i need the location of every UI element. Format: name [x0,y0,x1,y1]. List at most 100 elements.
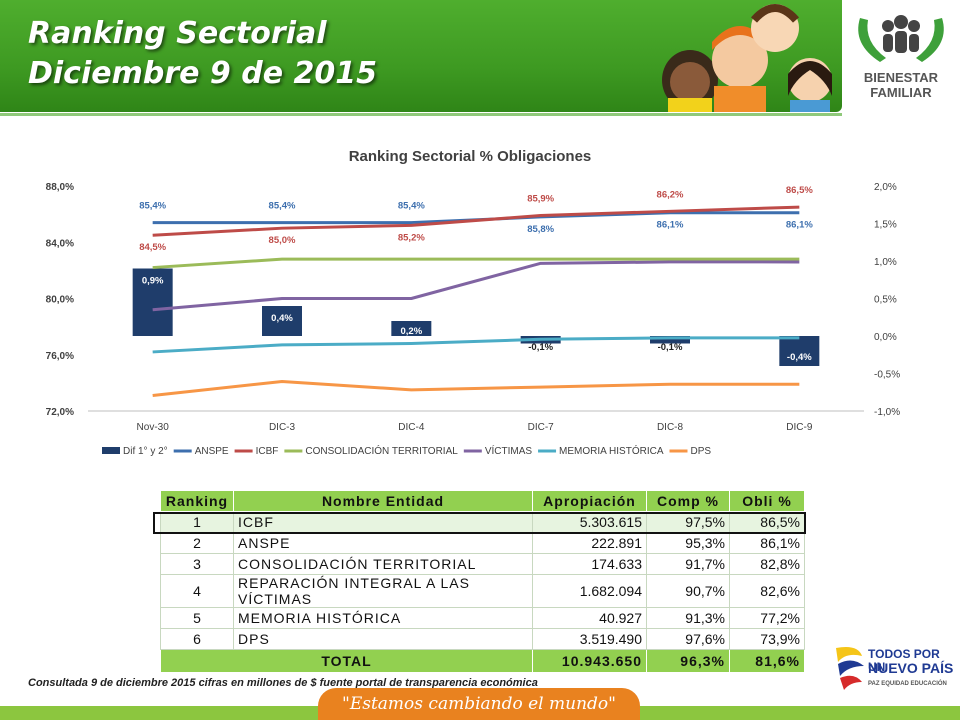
x-tick-label: DIC-4 [398,422,425,433]
legend-label: VÍCTIMAS [485,444,533,457]
series-line [152,379,800,398]
anspe-data-label: 85,4% [398,201,425,212]
cell-entity: REPARACIÓN INTEGRAL A LAS VÍCTIMAS [233,574,533,608]
flag-swoosh-icon [836,647,864,690]
cell-appropriation: 3.519.490 [532,628,647,650]
ranking-table: Ranking Nombre Entidad Apropiación Comp … [160,490,805,673]
cell-comp: 95,3% [646,532,730,554]
y-right-tick-label: 1,0% [874,257,897,268]
cell-ranking: 6 [160,628,234,650]
cell-ranking: 1 [160,511,234,533]
cell-comp: 97,6% [646,628,730,650]
logo-text-bienestar: BIENESTAR [863,70,939,85]
logo-text-familiar: FAMILIAR [870,85,932,100]
y-right-tick-label: 1,5% [874,220,897,231]
cell-entity: CONSOLIDACIÓN TERRITORIAL [233,553,533,575]
bar-data-label: -0,1% [528,342,553,353]
cell-obli: 77,2% [729,607,805,629]
cell-entity: MEMORIA HISTÓRICA [233,607,533,629]
table-row: 6 DPS 3.519.490 97,6% 73,9% [160,628,805,650]
cell-total-comp: 96,3% [646,649,730,673]
legend-label: ANSPE [195,446,229,457]
header-divider [0,113,842,116]
y-left-tick-label: 84,0% [46,238,74,249]
cell-obli: 86,5% [729,511,805,533]
anspe-data-label: 85,4% [269,201,296,212]
series-line [152,336,800,354]
table-row: 4 REPARACIÓN INTEGRAL A LAS VÍCTIMAS 1.6… [160,574,805,608]
cell-comp: 91,7% [646,553,730,575]
icbf-data-label: 85,2% [398,232,425,243]
y-right-tick-label: 0,5% [874,295,897,306]
header: Ranking Sectorial Diciembre 9 de 2015 BI… [0,0,960,118]
cell-comp: 91,3% [646,607,730,629]
table-header-row: Ranking Nombre Entidad Apropiación Comp … [160,490,805,512]
children-illustration [662,4,832,112]
icbf-data-label: 85,9% [527,194,554,205]
icbf-data-label: 84,5% [139,242,166,253]
cell-total-obli: 81,6% [729,649,805,673]
table-row: 2 ANSPE 222.891 95,3% 86,1% [160,532,805,554]
page-title: Ranking Sectorial Diciembre 9 de 2015 [28,14,377,94]
todos-por-un-nuevo-pais-logo: TODOS POR UN NUEVO PAÍS PAZ EQUIDAD EDUC… [832,642,954,694]
series-line [152,260,800,312]
header-appropriation: Apropiación [532,490,647,512]
slogan: "Estamos cambiando el mundo" [318,688,640,720]
icbf-data-label: 86,5% [786,185,813,196]
header-ranking: Ranking [160,490,234,512]
cell-total-appropriation: 10.943.650 [532,649,647,673]
chart-title: Ranking Sectorial % Obligaciones [348,148,592,165]
y-left-tick-label: 76,0% [46,351,74,362]
bar-dif [391,321,432,336]
anspe-data-label: 86,1% [786,220,813,231]
cell-appropriation: 5.303.615 [532,511,647,533]
x-tick-label: DIC-7 [528,422,555,433]
top-rank-highlight [153,512,806,534]
bar-data-label: 0,2% [401,326,423,337]
cell-entity: ANSPE [233,532,533,554]
legend-label: CONSOLIDACIÓN TERRITORIAL [305,444,458,457]
header-obli: Obli % [729,490,805,512]
x-tick-label: DIC-3 [269,422,296,433]
logo-text-tagline: PAZ EQUIDAD EDUCACIÓN [868,681,947,687]
table-row: 3 CONSOLIDACIÓN TERRITORIAL 174.633 91,7… [160,553,805,575]
cell-appropriation: 222.891 [532,532,647,554]
bar-data-label: 0,9% [142,276,164,287]
bar-data-label: 0,4% [271,313,293,324]
x-tick-label: Nov-30 [137,422,170,433]
family-icon [858,15,944,62]
icbf-data-label: 85,0% [269,235,296,246]
legend-label: ICBF [256,446,279,457]
cell-appropriation: 40.927 [532,607,647,629]
bar-dif [132,268,173,336]
cell-obli: 82,6% [729,574,805,608]
table-total-row: TOTAL 10.943.650 96,3% 81,6% [160,649,805,673]
header-entity: Nombre Entidad [233,490,533,512]
cell-obli: 86,1% [729,532,805,554]
y-right-tick-label: 0,0% [874,332,897,343]
cell-comp: 97,5% [646,511,730,533]
bar-dif [650,336,690,344]
table-row: 5 MEMORIA HISTÓRICA 40.927 91,3% 77,2% [160,607,805,629]
series-line [152,205,800,237]
cell-ranking: 4 [160,574,234,608]
series-line [152,257,800,270]
bar-dif [779,336,820,366]
cell-obli: 73,9% [729,628,805,650]
y-left-tick-label: 72,0% [46,407,74,418]
legend-swatch [102,447,120,454]
anspe-data-label: 85,4% [139,201,166,212]
icbf-data-label: 86,2% [657,189,684,200]
cell-obli: 82,8% [729,553,805,575]
y-right-tick-label: -0,5% [874,370,900,381]
legend-label: Dif 1° y 2° [123,446,168,457]
bar-data-label: -0,4% [787,352,812,363]
legend-label: DPS [691,446,712,457]
cell-entity: DPS [233,628,533,650]
bar-dif [262,306,302,336]
x-tick-label: DIC-8 [657,422,684,433]
obligations-chart: 72,0% 76,0% 80,0% 84,0% 88,0% -1,0% -0,5% 0,0% 0… [46,182,901,457]
cell-ranking: 2 [160,532,234,554]
cell-appropriation: 174.633 [532,553,647,575]
title-line-1: Ranking Sectorial [28,16,327,51]
